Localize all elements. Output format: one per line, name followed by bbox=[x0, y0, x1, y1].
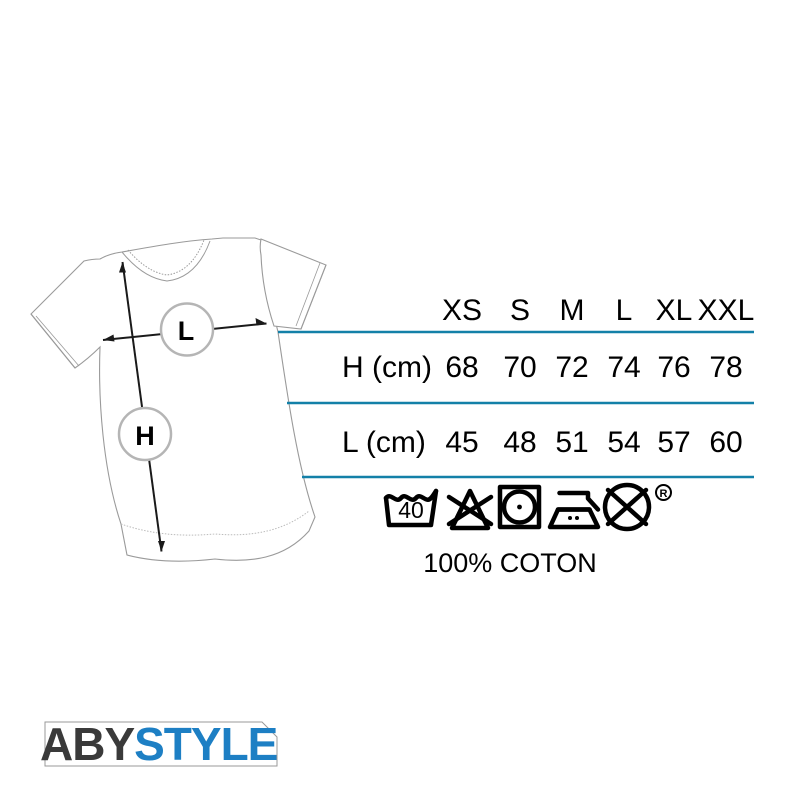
svg-text:74: 74 bbox=[607, 351, 640, 384]
svg-text:M: M bbox=[560, 294, 585, 327]
svg-text:S: S bbox=[510, 294, 530, 327]
svg-text:XS: XS bbox=[442, 294, 482, 327]
svg-text:54: 54 bbox=[607, 426, 640, 459]
svg-text:H: H bbox=[135, 421, 155, 451]
svg-text:45: 45 bbox=[445, 426, 478, 459]
svg-text:51: 51 bbox=[555, 426, 588, 459]
svg-text:70: 70 bbox=[503, 351, 536, 384]
svg-text:XXL: XXL bbox=[698, 294, 755, 327]
svg-text:40: 40 bbox=[398, 497, 424, 523]
svg-text:78: 78 bbox=[709, 351, 742, 384]
svg-text:60: 60 bbox=[709, 426, 742, 459]
svg-text:76: 76 bbox=[657, 351, 690, 384]
svg-text:R: R bbox=[660, 488, 668, 500]
svg-text:L: L bbox=[178, 316, 195, 346]
svg-text:48: 48 bbox=[503, 426, 536, 459]
svg-text:68: 68 bbox=[445, 351, 478, 384]
svg-text:L: L bbox=[616, 294, 633, 327]
svg-text:XL: XL bbox=[656, 294, 693, 327]
svg-text:100% COTON: 100% COTON bbox=[423, 548, 597, 578]
svg-text:H (cm): H (cm) bbox=[342, 351, 432, 384]
svg-text:57: 57 bbox=[657, 426, 690, 459]
svg-text:72: 72 bbox=[555, 351, 588, 384]
svg-text:ABYSTYLE: ABYSTYLE bbox=[40, 718, 277, 770]
svg-text:L (cm): L (cm) bbox=[342, 426, 426, 459]
